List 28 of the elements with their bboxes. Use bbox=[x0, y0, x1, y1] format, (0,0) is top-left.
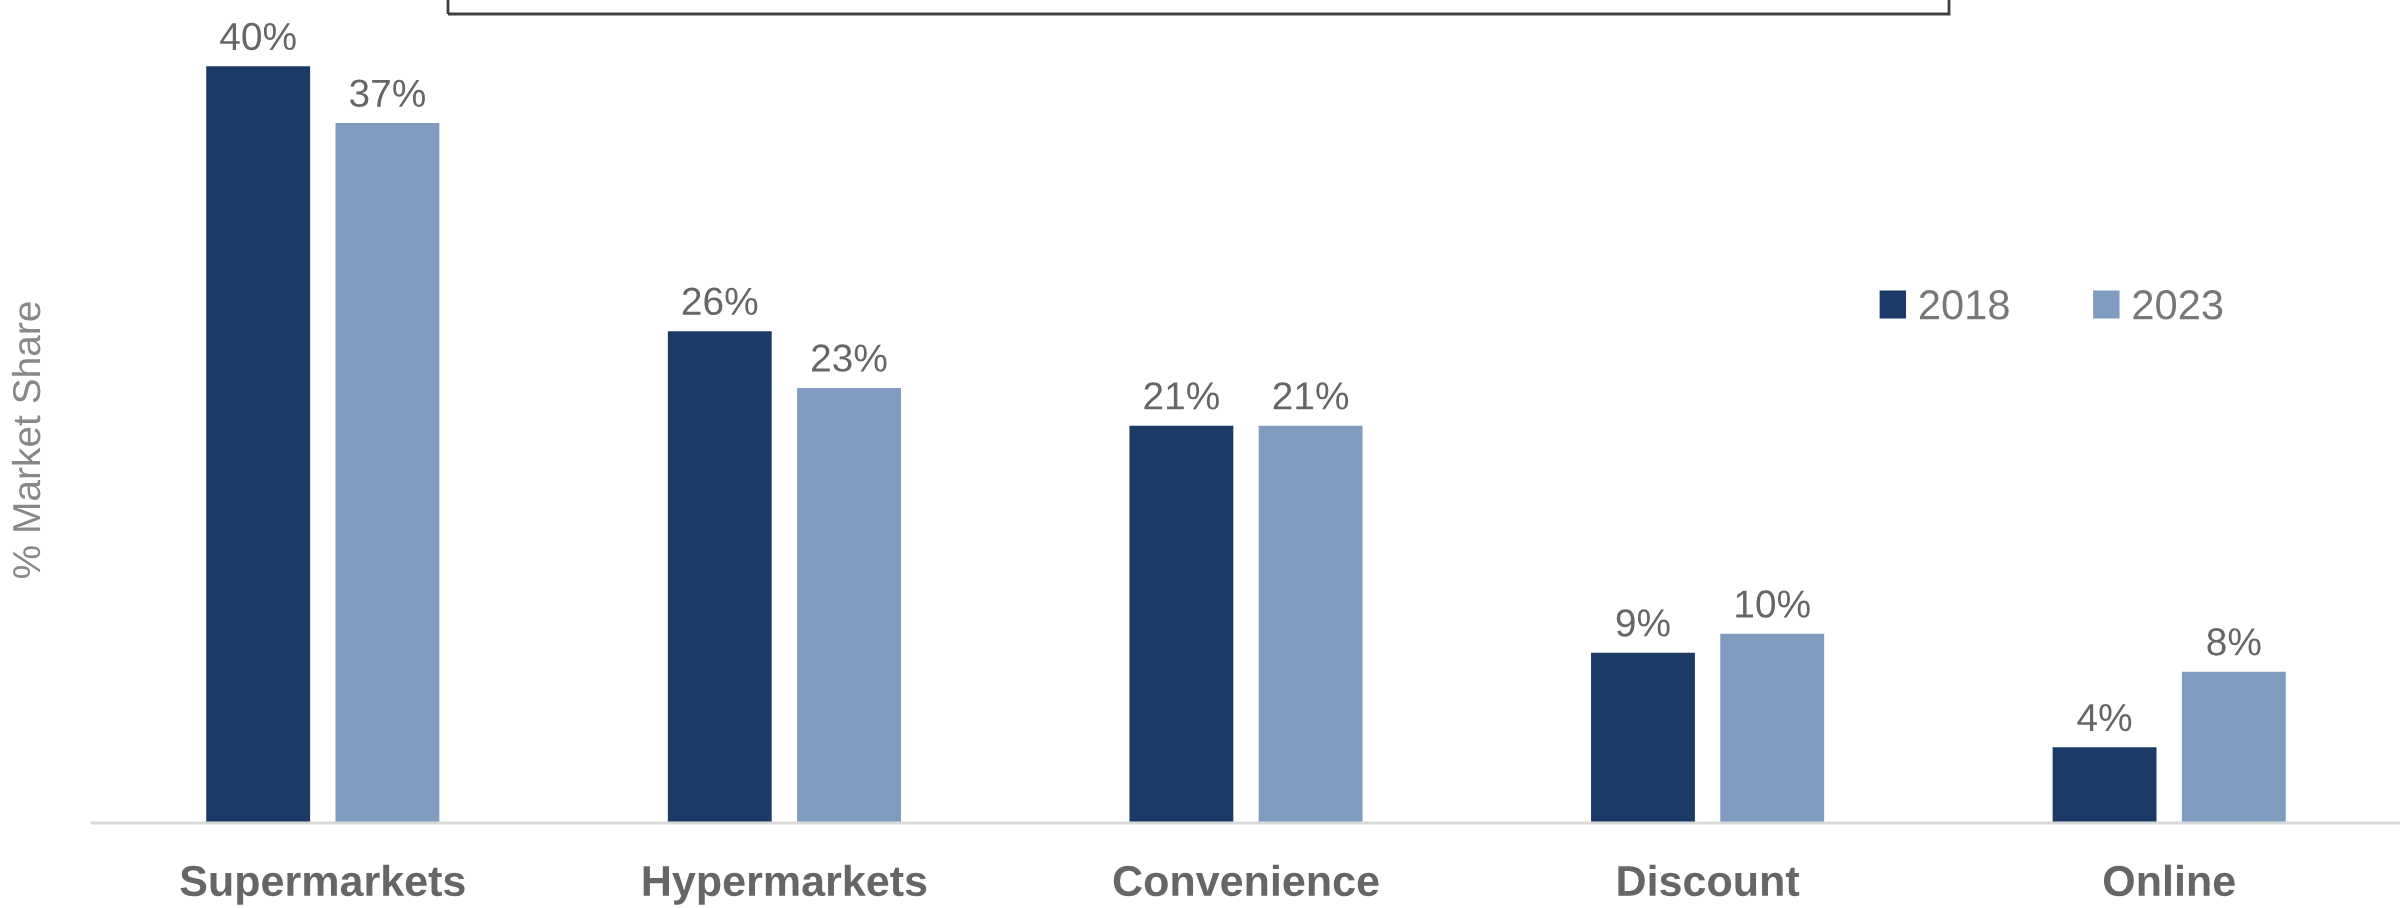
bar bbox=[335, 123, 440, 823]
legend-label: 2018 bbox=[1919, 290, 2009, 320]
bar bbox=[797, 387, 901, 823]
data-label: 21% bbox=[1144, 382, 1219, 410]
legend-label: 2023 bbox=[2133, 290, 2223, 320]
x-tick-label: Online bbox=[2103, 864, 2235, 897]
data-label: 40% bbox=[220, 22, 296, 51]
data-label: 26% bbox=[682, 287, 758, 316]
data-label: 4% bbox=[2077, 703, 2132, 732]
x-tick-label: Supermarkets bbox=[180, 864, 465, 905]
y-axis-title: % Market Share bbox=[11, 302, 41, 579]
data-label: 37% bbox=[349, 79, 425, 108]
bar bbox=[1258, 425, 1363, 823]
bar bbox=[1129, 425, 1234, 823]
bar bbox=[206, 66, 311, 823]
bar bbox=[2052, 747, 2157, 823]
bar bbox=[1720, 633, 1825, 823]
bar bbox=[667, 331, 772, 823]
bar bbox=[1591, 652, 1695, 823]
x-tick-label: Hypermarkets bbox=[643, 864, 927, 905]
bar bbox=[2181, 671, 2286, 823]
data-label: 21% bbox=[1273, 382, 1349, 410]
data-label: 8% bbox=[2207, 628, 2261, 656]
x-tick-label: Convenience bbox=[1113, 864, 1379, 897]
x-tick-label: Discount bbox=[1618, 864, 1800, 897]
data-label: 10% bbox=[1736, 590, 1810, 618]
data-label: 9% bbox=[1616, 609, 1670, 637]
data-label: 23% bbox=[812, 344, 887, 372]
